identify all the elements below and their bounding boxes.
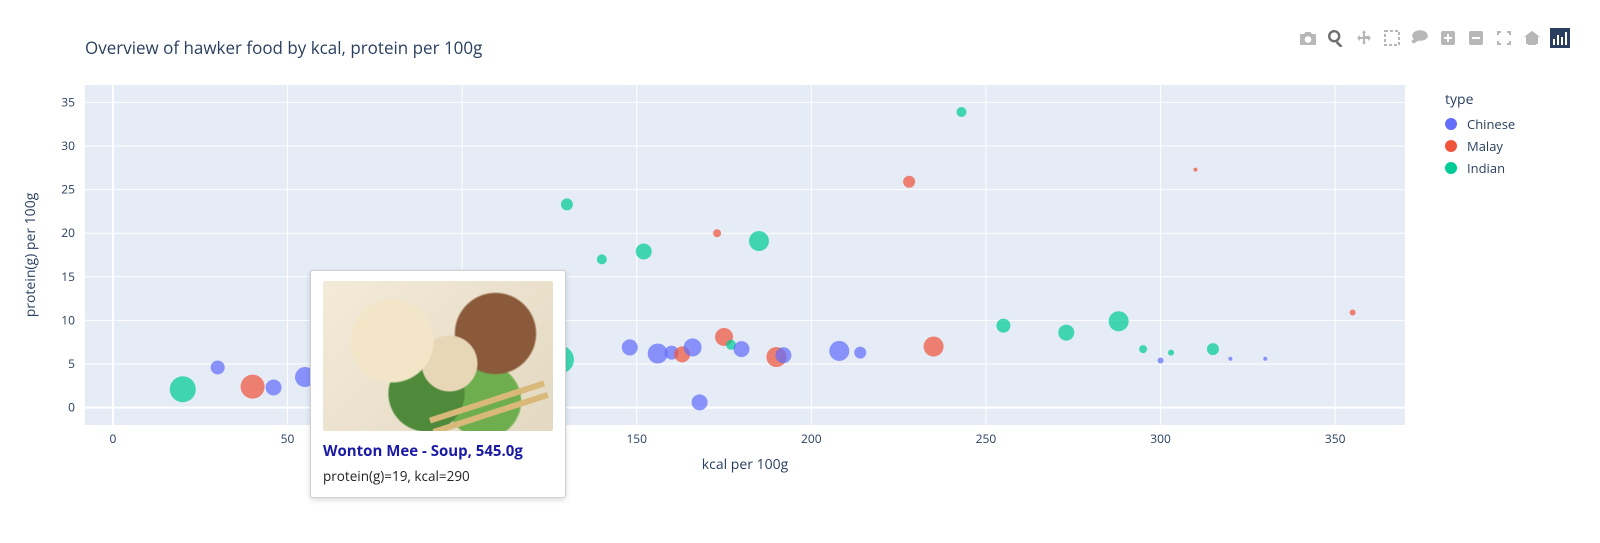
- x-tick-label: 50: [281, 430, 295, 447]
- data-point[interactable]: [1139, 345, 1147, 353]
- data-point[interactable]: [775, 347, 791, 363]
- x-axis-title: kcal per 100g: [702, 455, 789, 474]
- x-tick-label: 0: [109, 430, 116, 447]
- y-tick-label: 35: [61, 93, 75, 110]
- data-point[interactable]: [1168, 350, 1174, 356]
- data-point[interactable]: [829, 341, 849, 361]
- data-point[interactable]: [1193, 168, 1197, 172]
- legend-label: Malay: [1467, 137, 1503, 155]
- data-point[interactable]: [241, 375, 265, 399]
- tooltip-thumbnail: [323, 281, 553, 431]
- y-tick-label: 15: [61, 268, 75, 285]
- data-point[interactable]: [957, 107, 967, 117]
- data-point[interactable]: [1350, 310, 1356, 316]
- x-tick-label: 250: [976, 430, 997, 447]
- data-point[interactable]: [266, 380, 282, 396]
- legend-item[interactable]: Indian: [1445, 159, 1515, 177]
- data-point[interactable]: [854, 347, 866, 359]
- scatter-plot[interactable]: 05010015020025030035005101520253035kcal …: [0, 0, 1600, 543]
- figure-root: Overview of hawker food by kcal, protein…: [0, 0, 1600, 543]
- legend-item[interactable]: Chinese: [1445, 115, 1515, 133]
- data-point[interactable]: [734, 341, 750, 357]
- hover-tooltip: Wonton Mee - Soup, 545.0g protein(g)=19,…: [310, 270, 566, 498]
- legend-label: Chinese: [1467, 115, 1515, 133]
- data-point[interactable]: [1058, 325, 1074, 341]
- legend-label: Indian: [1467, 159, 1505, 177]
- y-tick-label: 30: [61, 137, 75, 154]
- legend: type Chinese Malay Indian: [1445, 90, 1515, 181]
- data-point[interactable]: [170, 376, 196, 402]
- data-point[interactable]: [1207, 343, 1219, 355]
- data-point[interactable]: [692, 394, 708, 410]
- data-point[interactable]: [636, 244, 652, 260]
- y-tick-label: 25: [61, 181, 75, 198]
- x-tick-label: 350: [1325, 430, 1346, 447]
- data-point[interactable]: [1109, 311, 1129, 331]
- tooltip-title: Wonton Mee - Soup, 545.0g: [323, 441, 553, 461]
- legend-item[interactable]: Malay: [1445, 137, 1515, 155]
- tooltip-subtitle: protein(g)=19, kcal=290: [323, 467, 553, 485]
- data-point[interactable]: [1158, 357, 1164, 363]
- data-point[interactable]: [648, 344, 668, 364]
- y-tick-label: 0: [68, 399, 75, 416]
- data-point[interactable]: [996, 319, 1010, 333]
- legend-title: type: [1445, 90, 1515, 109]
- data-point[interactable]: [597, 254, 607, 264]
- y-tick-label: 20: [61, 224, 75, 241]
- data-point[interactable]: [1263, 357, 1267, 361]
- y-axis-title: protein(g) per 100g: [21, 192, 40, 317]
- y-tick-label: 5: [68, 355, 75, 372]
- data-point[interactable]: [622, 339, 638, 355]
- data-point[interactable]: [684, 338, 702, 356]
- legend-swatch: [1445, 162, 1457, 174]
- data-point[interactable]: [713, 229, 721, 237]
- plot-background: [85, 85, 1405, 425]
- x-tick-label: 200: [801, 430, 822, 447]
- legend-swatch: [1445, 140, 1457, 152]
- legend-swatch: [1445, 118, 1457, 130]
- data-point[interactable]: [749, 231, 769, 251]
- data-point[interactable]: [924, 337, 944, 357]
- data-point[interactable]: [211, 360, 225, 374]
- data-point[interactable]: [561, 198, 573, 210]
- y-tick-label: 10: [61, 311, 75, 328]
- x-tick-label: 150: [626, 430, 647, 447]
- data-point[interactable]: [903, 176, 915, 188]
- data-point[interactable]: [1228, 357, 1232, 361]
- x-tick-label: 300: [1150, 430, 1171, 447]
